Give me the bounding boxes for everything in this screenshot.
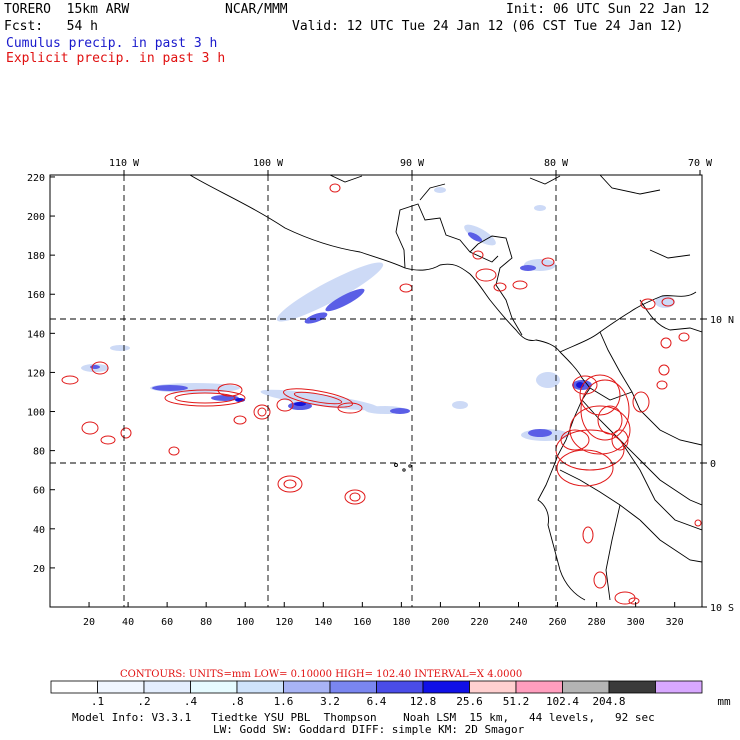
cumulus-precip-shading bbox=[81, 187, 675, 441]
explicit-legend-text: Explicit precip. in past 3 h bbox=[6, 51, 226, 66]
colorbar-swatch bbox=[143, 680, 191, 694]
lon-label-80w: 80 W bbox=[544, 158, 569, 169]
explicit-precip-contours bbox=[61, 183, 702, 605]
bottom-axis-label: 260 bbox=[549, 617, 567, 628]
bottom-axis-label: 180 bbox=[392, 617, 410, 628]
colorbar-label: 51.2 bbox=[503, 695, 530, 708]
map-frame bbox=[49, 174, 703, 608]
lon-label-110w: 110 W bbox=[109, 158, 140, 169]
lat-label-0: 0 bbox=[710, 459, 716, 470]
lat-lon-grid bbox=[50, 175, 702, 607]
lon-label-100w: 100 W bbox=[253, 158, 284, 169]
bottom-axis-label: 220 bbox=[470, 617, 488, 628]
lon-label-90w: 90 W bbox=[400, 158, 425, 169]
left-axis-label: 140 bbox=[27, 329, 45, 340]
bottom-axis-label: 140 bbox=[314, 617, 332, 628]
left-axis-label: 20 bbox=[33, 564, 45, 575]
left-axis-label: 80 bbox=[33, 447, 45, 458]
left-axis-label: 120 bbox=[27, 368, 45, 379]
contour-info: CONTOURS: UNITS=mm LOW= 0.10000 HIGH= 10… bbox=[120, 669, 522, 680]
colorbar-label: .2 bbox=[137, 695, 150, 708]
colorbar-swatch bbox=[376, 680, 424, 694]
left-axis-label: 100 bbox=[27, 408, 45, 419]
colorbar-label: 204.8 bbox=[592, 695, 625, 708]
colorbar-swatch bbox=[50, 680, 98, 694]
left-axis-label: 40 bbox=[33, 525, 45, 536]
coastlines bbox=[189, 175, 702, 601]
left-axis-label: 60 bbox=[33, 486, 45, 497]
colorbar-unit: mm bbox=[717, 695, 731, 708]
colorbar-swatch bbox=[97, 680, 145, 694]
bottom-axis-label: 320 bbox=[666, 617, 684, 628]
bottom-axis-label: 160 bbox=[353, 617, 371, 628]
colorbar-swatch bbox=[283, 680, 331, 694]
colorbar-label: .4 bbox=[184, 695, 198, 708]
bottom-axis-label: 20 bbox=[83, 617, 95, 628]
colorbar-swatch bbox=[655, 680, 703, 694]
bottom-axis-label: 240 bbox=[509, 617, 527, 628]
forecast-hour: Fcst: 54 h bbox=[4, 19, 98, 34]
left-axis-label: 220 bbox=[27, 173, 45, 184]
colorbar-swatch bbox=[190, 680, 238, 694]
colorbar-swatch bbox=[515, 680, 563, 694]
valid-time: Valid: 12 UTC Tue 24 Jan 12 (06 CST Tue … bbox=[292, 19, 684, 34]
bottom-axis-label: 60 bbox=[161, 617, 173, 628]
init-time: Init: 06 UTC Sun 22 Jan 12 bbox=[506, 2, 710, 17]
colorbar-label: .8 bbox=[230, 695, 243, 708]
cumulus-legend-text: Cumulus precip. in past 3 h bbox=[6, 36, 218, 51]
colorbar-swatch bbox=[329, 680, 377, 694]
bottom-axis-label: 300 bbox=[627, 617, 645, 628]
model-title: TORERO 15km ARW bbox=[4, 2, 130, 17]
model-info-line1: Model Info: V3.3.1 Tiedtke YSU PBL Thomp… bbox=[72, 711, 655, 724]
colorbar-swatch bbox=[562, 680, 610, 694]
colorbar-label: 1.6 bbox=[274, 695, 294, 708]
bottom-axis-label: 120 bbox=[275, 617, 293, 628]
model-info-line2: LW: Godd SW: Goddard DIFF: simple KM: 2D… bbox=[213, 723, 525, 736]
colorbar-label: 3.2 bbox=[320, 695, 340, 708]
left-axis-label: 180 bbox=[27, 251, 45, 262]
bottom-axis-label: 200 bbox=[431, 617, 449, 628]
bottom-axis: 20 40 60 80 100 120 140 160 180 200 220 240 260 280 30… bbox=[83, 602, 684, 628]
bottom-axis-label: 100 bbox=[236, 617, 254, 628]
colorbar-swatch bbox=[422, 680, 470, 694]
colorbar-swatch bbox=[608, 680, 656, 694]
colorbar-label: 102.4 bbox=[546, 695, 579, 708]
bottom-axis-label: 40 bbox=[122, 617, 134, 628]
bottom-axis-label: 80 bbox=[200, 617, 212, 628]
colorbar-label: 12.8 bbox=[410, 695, 437, 708]
precip-colorbar: .1 .2 .4 .8 1.6 3.2 6.4 12.8 25.6 51.2 102.4 204.8 bbox=[50, 680, 703, 708]
colorbar-label: .1 bbox=[91, 695, 104, 708]
colorbar-swatch bbox=[469, 680, 517, 694]
left-axis: 20 40 60 80 100 120 140 160 180 200 220 bbox=[27, 173, 55, 575]
org-label: NCAR/MMM bbox=[225, 2, 288, 17]
lon-label-70w: 70 W bbox=[688, 158, 713, 169]
colorbar-label: 25.6 bbox=[456, 695, 483, 708]
lat-label-10s: 10 S bbox=[710, 603, 734, 614]
lat-label-10n: 10 N bbox=[710, 315, 734, 326]
left-axis-label: 160 bbox=[27, 290, 45, 301]
left-axis-label: 200 bbox=[27, 212, 45, 223]
colorbar-swatch bbox=[236, 680, 284, 694]
bottom-axis-label: 280 bbox=[588, 617, 606, 628]
colorbar-label: 6.4 bbox=[367, 695, 387, 708]
